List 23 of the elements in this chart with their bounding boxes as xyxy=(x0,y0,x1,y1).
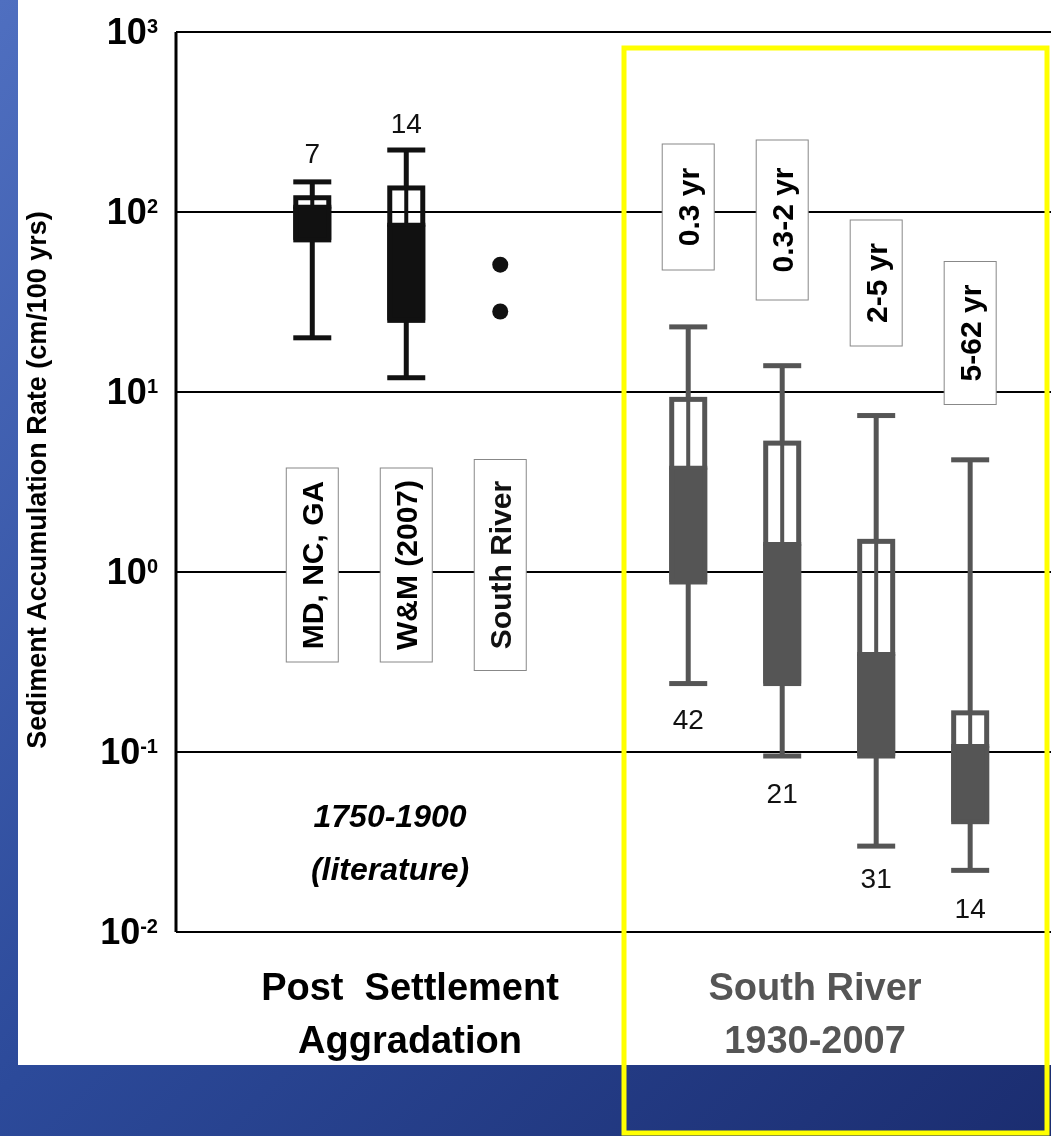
y-tick-label: 10$^{-2}$ xyxy=(100,911,158,952)
y-tick-label: 10$^{0}$ xyxy=(106,551,158,592)
y-tick-label: 10$^{1}$ xyxy=(106,371,158,412)
x-tick-label: 5-62 yr xyxy=(954,284,988,382)
annotation: 7 xyxy=(304,138,321,169)
annotation: 1750-1900 (literature) xyxy=(310,798,470,887)
annotation: 31 xyxy=(860,863,892,894)
annotation: 14 xyxy=(954,893,986,924)
x-tick-label: MD, NC, GA xyxy=(296,480,330,650)
x-tick-label: W&M (2007) xyxy=(390,479,424,651)
x-tick-label: 0.3 yr xyxy=(672,167,706,247)
x-tick-label: 2-5 yr xyxy=(860,242,894,324)
text: South River 1930-2007 xyxy=(708,966,922,1061)
text: Post Settlement Aggradation xyxy=(261,966,560,1061)
y-tick-label: 10$^{2}$ xyxy=(106,191,158,232)
x-tick-label: South River xyxy=(484,480,518,650)
annotation: 21 xyxy=(766,778,798,809)
y-tick-label: 10$^{3}$ xyxy=(106,11,158,52)
y-axis-title: Sediment Accumulation Rate (cm/100 yrs) xyxy=(22,211,52,749)
x-tick-label: 0.3-2 yr xyxy=(766,167,800,273)
annotation: 42 xyxy=(672,704,704,735)
y-tick-label: 10$^{-1}$ xyxy=(100,731,158,772)
annotation: 14 xyxy=(390,108,422,139)
